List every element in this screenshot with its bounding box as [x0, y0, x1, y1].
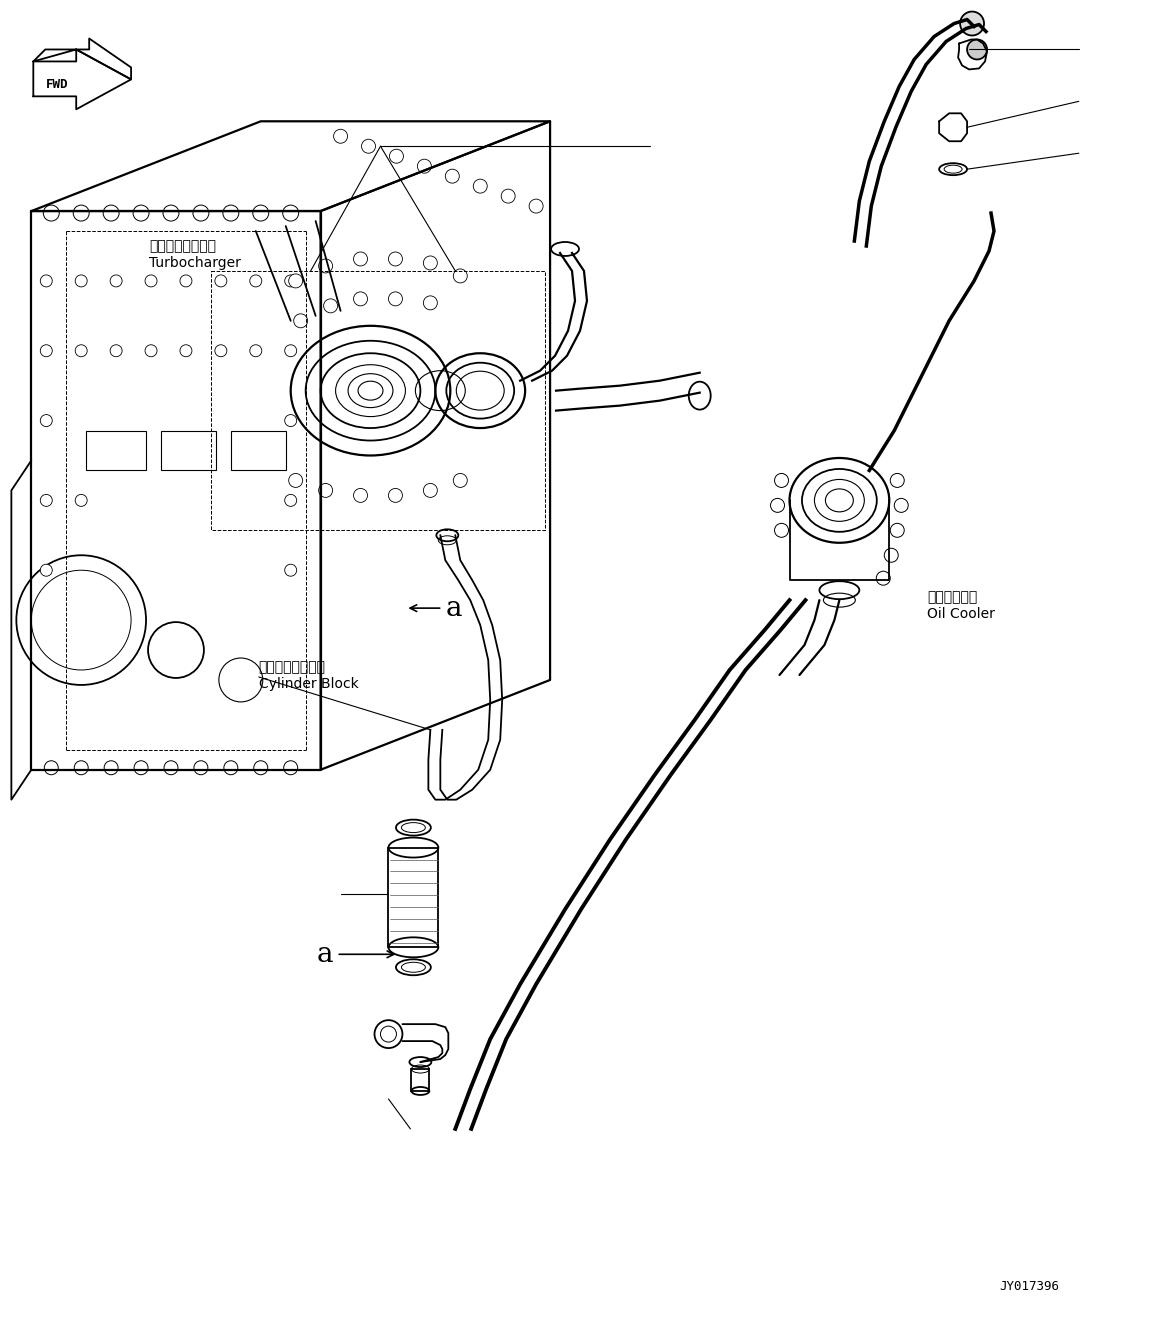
Text: ターボチャージャ: ターボチャージャ [149, 239, 216, 253]
Circle shape [223, 205, 238, 221]
Circle shape [285, 495, 297, 507]
Circle shape [41, 414, 52, 426]
Circle shape [473, 179, 487, 193]
Circle shape [423, 296, 437, 310]
Circle shape [388, 251, 402, 266]
Circle shape [354, 488, 368, 503]
Circle shape [288, 474, 302, 487]
Text: Oil Cooler: Oil Cooler [927, 607, 996, 620]
Circle shape [285, 414, 297, 426]
Circle shape [76, 495, 87, 507]
Circle shape [390, 149, 404, 163]
Circle shape [223, 761, 237, 775]
Text: Cylinder Block: Cylinder Block [259, 677, 358, 691]
Bar [388, 848, 438, 947]
Circle shape [180, 275, 192, 287]
Circle shape [284, 761, 298, 775]
Circle shape [163, 205, 179, 221]
Circle shape [41, 345, 52, 357]
Circle shape [890, 524, 904, 537]
Circle shape [334, 130, 348, 143]
Circle shape [43, 205, 59, 221]
Circle shape [105, 761, 119, 775]
Circle shape [285, 275, 297, 287]
Circle shape [388, 292, 402, 306]
Text: Turbocharger: Turbocharger [149, 255, 241, 270]
Circle shape [294, 314, 308, 328]
Circle shape [134, 761, 148, 775]
Circle shape [194, 761, 208, 775]
Circle shape [250, 275, 262, 287]
Text: FWD: FWD [47, 78, 69, 91]
Circle shape [445, 169, 459, 183]
Circle shape [44, 761, 58, 775]
Circle shape [254, 761, 267, 775]
Circle shape [771, 499, 785, 512]
Circle shape [180, 345, 192, 357]
Circle shape [968, 40, 987, 60]
Bar [230, 430, 286, 471]
Circle shape [876, 572, 890, 585]
Circle shape [423, 255, 437, 270]
Circle shape [193, 205, 209, 221]
Bar [160, 430, 216, 471]
Circle shape [423, 483, 437, 497]
Circle shape [285, 345, 297, 357]
Circle shape [890, 474, 904, 487]
Circle shape [41, 564, 52, 577]
Circle shape [283, 205, 299, 221]
Circle shape [74, 761, 88, 775]
Circle shape [252, 205, 269, 221]
Circle shape [894, 499, 908, 512]
Text: JY017396: JY017396 [999, 1281, 1059, 1294]
Circle shape [362, 139, 376, 153]
Text: シリンダブロック: シリンダブロック [259, 660, 326, 673]
Circle shape [76, 275, 87, 287]
Circle shape [775, 524, 789, 537]
Circle shape [354, 251, 368, 266]
Circle shape [145, 275, 157, 287]
Circle shape [961, 12, 984, 36]
Circle shape [133, 205, 149, 221]
Circle shape [76, 345, 87, 357]
Circle shape [288, 274, 302, 288]
Circle shape [110, 275, 122, 287]
Circle shape [104, 205, 119, 221]
Circle shape [215, 275, 227, 287]
Bar [86, 430, 147, 471]
Circle shape [73, 205, 90, 221]
Circle shape [529, 198, 543, 213]
Circle shape [145, 345, 157, 357]
Circle shape [388, 488, 402, 503]
Circle shape [319, 259, 333, 273]
Text: オイルクーラ: オイルクーラ [927, 590, 977, 605]
Circle shape [354, 292, 368, 306]
Circle shape [454, 269, 468, 283]
Text: a: a [411, 594, 462, 622]
Circle shape [418, 159, 431, 173]
Circle shape [41, 495, 52, 507]
Circle shape [164, 761, 178, 775]
Circle shape [454, 474, 468, 487]
Circle shape [775, 474, 789, 487]
Circle shape [884, 548, 898, 562]
Circle shape [41, 275, 52, 287]
Text: a: a [317, 941, 394, 968]
Circle shape [323, 299, 337, 312]
Circle shape [285, 564, 297, 577]
Bar [412, 1069, 429, 1091]
Circle shape [319, 483, 333, 497]
Circle shape [250, 345, 262, 357]
Circle shape [110, 345, 122, 357]
Circle shape [501, 189, 515, 204]
Circle shape [215, 345, 227, 357]
